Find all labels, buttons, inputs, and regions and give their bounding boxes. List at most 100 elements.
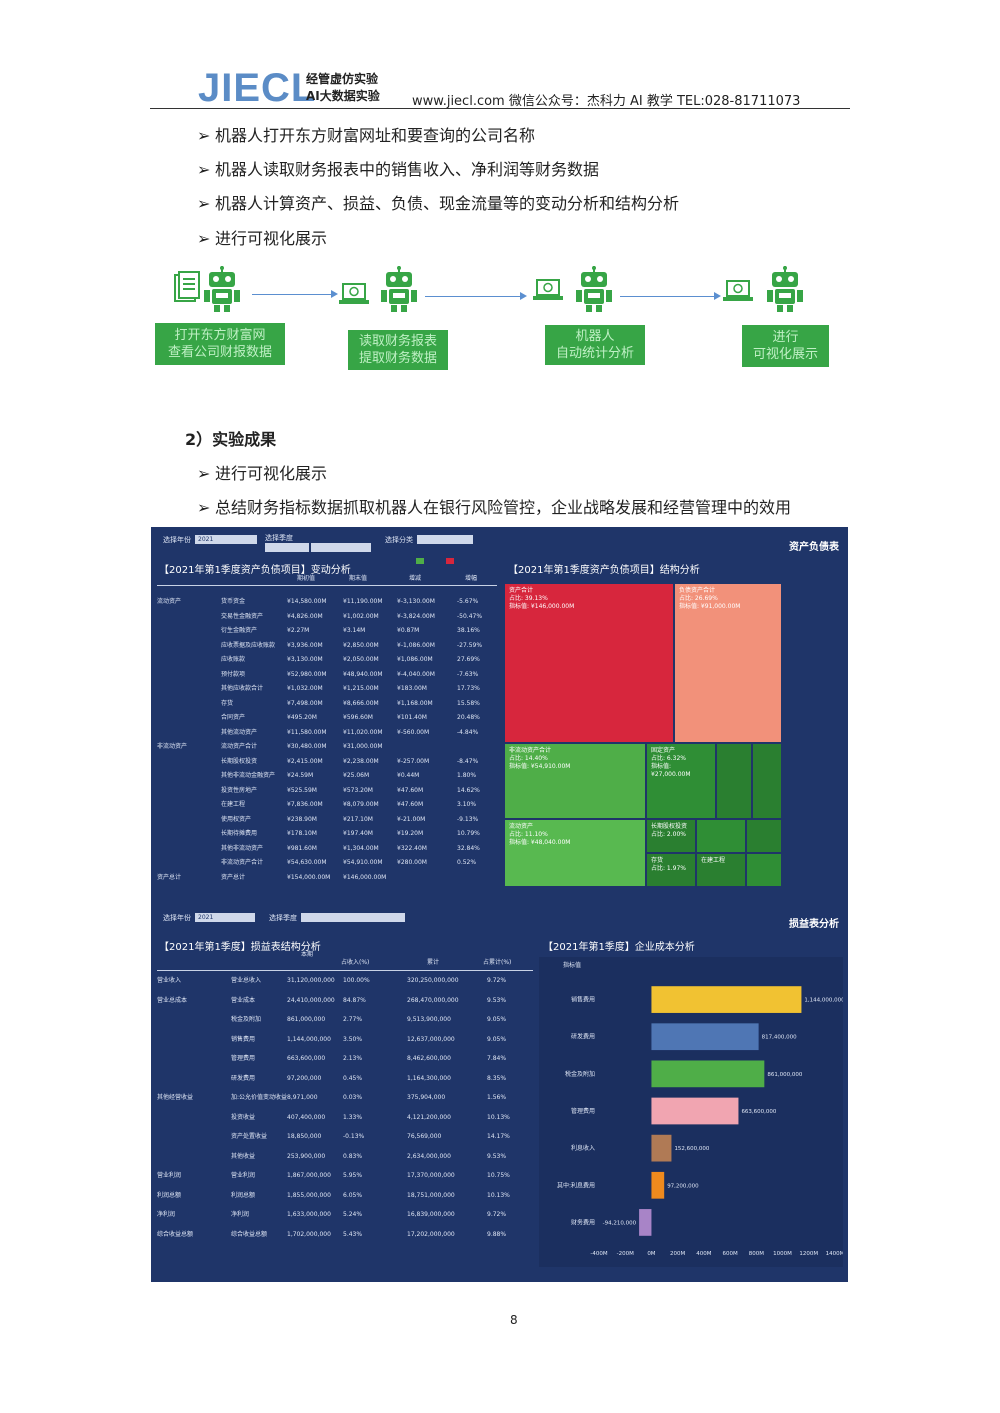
table-row: 使用权资产 ¥238.90M ¥217.10M ¥-21.00M -9.13% [157, 816, 497, 831]
quarter-pager[interactable] [311, 543, 371, 552]
bullet-text: 进行可视化展示 [215, 464, 328, 483]
table-cell: 16,839,000,000 [407, 1211, 455, 1218]
bullet-text: 总结财务指标数据抓取机器人在银行风险管控，企业战略发展和经营管理中的效用 [215, 498, 792, 517]
table-cell: 3.10% [457, 801, 477, 808]
table-cell: 净利润 [157, 1211, 176, 1218]
table-cell: 合同资产 [221, 714, 246, 721]
table-cell: 研发费用 [231, 1074, 256, 1082]
bullet-text: 进行可视化展示 [215, 229, 328, 248]
table-row: 衍生金融资产 ¥2.27M ¥3.14M ¥0.87M 38.16% [157, 627, 497, 642]
table-cell: ¥54,910.00M [343, 859, 383, 866]
legend-down-swatch [446, 558, 454, 564]
page-number: 8 [510, 1313, 518, 1327]
table-row: 应收票据及应收账款 ¥3,936.00M ¥2,850.00M ¥-1,086.00M… [157, 642, 497, 657]
table-cell: 在建工程 [221, 801, 246, 808]
filter-year-label: 选择年份 [163, 914, 191, 922]
flow-step-1-line-1: 打开东方财富网 [174, 328, 266, 343]
logo-subtitle-line-1: 经管虚仿实验 [306, 72, 379, 86]
chart-tick-label: 0M [647, 1251, 655, 1257]
table-cell: 1.56% [487, 1094, 507, 1101]
treemap-cell[interactable] [752, 743, 782, 819]
treemap-cell[interactable] [716, 743, 752, 819]
balance-change-panel-title: 【2021年第1季度资产负债项目】变动分析 [159, 565, 351, 576]
table-cell: ¥2,850.00M [343, 641, 379, 649]
table-cell: 27.69% [457, 656, 480, 663]
flow-step-4: 进行 可视化展示 [742, 325, 829, 367]
filter-quarter-select[interactable] [301, 913, 405, 922]
treemap-cell[interactable]: 流动资产 占比: 11.10% 指标值: ¥48,040.00M [504, 819, 646, 887]
table-cell: 1,633,000,000 [287, 1211, 331, 1218]
chart-tick-label: 1400M [826, 1251, 843, 1257]
table-cell: -0.13% [343, 1133, 365, 1140]
table-cell: ¥-560.00M [397, 728, 430, 736]
flow-step-4-line-2: 可视化展示 [752, 347, 818, 362]
table-cell: 投资收益 [231, 1113, 256, 1121]
filter-quarter-label: 选择季度 [265, 534, 293, 542]
table-cell: ¥3.14M [343, 627, 366, 634]
table-cell: 长期股权投资 [221, 757, 258, 765]
table-cell: 17,370,000,000 [407, 1172, 455, 1179]
filter-year-select[interactable]: 2021 [195, 535, 257, 544]
table-cell: ¥24.59M [287, 772, 314, 779]
treemap-cell[interactable]: 固定资产 占比: 6.32% 指标值: ¥27,000.00M [646, 743, 716, 819]
table-cell: 营业收入 [157, 977, 182, 984]
table-cell: 其他非流动金融资产 [221, 772, 276, 779]
table-cell: 加:公允价值变动收益 [231, 1094, 288, 1101]
table-cell: 38.16% [457, 627, 480, 634]
filter-type-label: 选择分类 [385, 536, 413, 544]
table-cell: ¥4,826.00M [287, 612, 323, 620]
table-cell: 1.33% [343, 1113, 363, 1121]
table-cell: 长期待摊费用 [221, 830, 258, 837]
chart-bar [651, 1171, 665, 1199]
table-cell: 非流动资产合计 [221, 859, 264, 866]
chart-category-label: 利息收入 [571, 1144, 595, 1152]
treemap-cell[interactable] [746, 819, 782, 853]
chart-bar [651, 1023, 759, 1051]
table-cell: 使用权资产 [221, 815, 252, 823]
treemap-cell[interactable] [696, 819, 746, 853]
filter-year-select[interactable]: 2021 [195, 913, 255, 922]
chart-value-label: 97,200,000 [667, 1183, 699, 1189]
chart-value-label: 152,600,000 [674, 1146, 709, 1152]
flow-step-2-line-1: 读取财务报表 [358, 334, 437, 349]
table-cell: 投资性房地产 [221, 786, 258, 794]
table-cell: 资产处置收益 [231, 1133, 268, 1140]
table-cell: 7.84% [487, 1055, 507, 1062]
chart-category-label: 销售费用 [571, 996, 595, 1004]
table-cell: ¥11,190.00M [343, 598, 383, 605]
table-cell: ¥14,580.00M [287, 598, 327, 605]
treemap-cell[interactable]: 在建工程 [696, 853, 746, 887]
treemap-cell[interactable] [746, 853, 782, 887]
laptop-icon [533, 279, 563, 300]
table-cell: 18,751,000,000 [407, 1191, 455, 1199]
table-cell: 31,120,000,000 [287, 977, 335, 984]
treemap-cell[interactable]: 负债资产合计 占比: 26.69% 指标值: ¥91,000.00M [674, 583, 782, 743]
table-cell: -7.63% [457, 670, 479, 678]
flow-arrow [252, 290, 338, 298]
treemap-cell[interactable]: 资产合计 占比: 39.13% 指标值: ¥146,000.00M [504, 583, 674, 743]
arrow-bullet-icon: ➢ [197, 464, 211, 483]
table-cell: 14.17% [487, 1133, 510, 1140]
table-cell: 其他经营收益 [157, 1094, 194, 1101]
table-row: 其他流动资产 ¥11,580.00M ¥11,020.00M ¥-560.00M -4.… [157, 729, 497, 744]
table-row: 合同资产 ¥495.20M ¥596.60M ¥101.40M 20.48% [157, 714, 497, 729]
table-row: 非流动资产合计 ¥54,630.00M ¥54,910.00M ¥280.00M 0.5… [157, 859, 497, 874]
logo-subtitle-line-2: AI大数据实验 [306, 89, 380, 103]
treemap-cell[interactable]: 存货 占比: 1.97% [646, 853, 696, 887]
chart-tick-label: 800M [749, 1251, 764, 1257]
table-row: 管理费用 663,600,000 2.13% 8,462,600,000 7.84% [157, 1055, 533, 1075]
table-cell: 20.48% [457, 714, 480, 721]
table-cell: 8,971,000 [287, 1094, 318, 1101]
table-cell: ¥48,940.00M [343, 670, 383, 678]
table-cell: 其他流动资产 [221, 728, 258, 736]
filter-type-select[interactable] [417, 535, 473, 544]
filter-quarter-select[interactable] [265, 543, 309, 552]
treemap-cell[interactable]: 非流动资产合计 占比: 14.40% 指标值: ¥54,910.00M [504, 743, 646, 819]
legend-up-swatch [416, 558, 424, 564]
chart-bar [651, 986, 802, 1013]
treemap-cell[interactable]: 长期股权投资 占比: 2.00% [646, 819, 696, 853]
table-cell: 253,900,000 [287, 1152, 326, 1160]
laptop-icon [339, 283, 369, 304]
flow-step-1-line-2: 查看公司财报数据 [167, 345, 272, 360]
table-row: 应收账款 ¥3,130.00M ¥2,050.00M ¥1,086.00M 27.69% [157, 656, 497, 671]
